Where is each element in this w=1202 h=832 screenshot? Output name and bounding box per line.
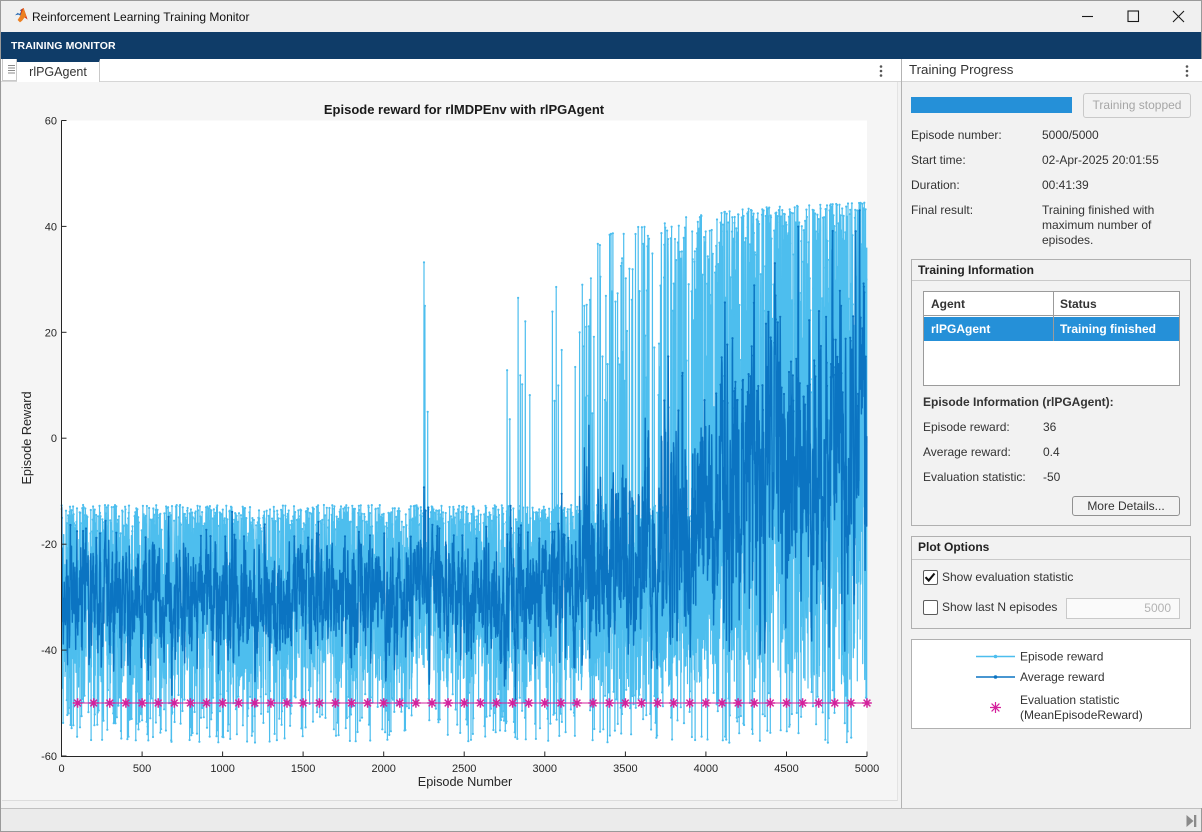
svg-text:Episode Number: Episode Number <box>418 775 513 789</box>
svg-text:-40: -40 <box>41 645 57 657</box>
svg-text:5000: 5000 <box>855 763 879 775</box>
svg-text:3500: 3500 <box>613 763 637 775</box>
svg-text:(MeanEpisodeReward): (MeanEpisodeReward) <box>1020 708 1143 722</box>
svg-text:40: 40 <box>45 221 57 233</box>
svg-text:-20: -20 <box>41 539 57 551</box>
svg-text:-60: -60 <box>41 751 57 763</box>
svg-text:Episode reward for rlMDPEnv wi: Episode reward for rlMDPEnv with rlPGAge… <box>324 102 605 117</box>
svg-text:2500: 2500 <box>452 763 476 775</box>
svg-text:4000: 4000 <box>694 763 718 775</box>
svg-text:Episode Reward: Episode Reward <box>20 391 34 484</box>
svg-text:Evaluation statistic: Evaluation statistic <box>1020 693 1119 707</box>
svg-text:0: 0 <box>51 433 57 445</box>
svg-text:1500: 1500 <box>291 763 315 775</box>
svg-text:60: 60 <box>45 116 57 128</box>
svg-text:3000: 3000 <box>533 763 557 775</box>
svg-text:Average reward: Average reward <box>1020 670 1105 684</box>
svg-text:20: 20 <box>45 327 57 339</box>
svg-text:Episode reward: Episode reward <box>1020 650 1103 664</box>
svg-text:1000: 1000 <box>210 763 234 775</box>
svg-text:500: 500 <box>133 763 151 775</box>
svg-text:4500: 4500 <box>774 763 798 775</box>
svg-text:0: 0 <box>58 763 64 775</box>
svg-text:2000: 2000 <box>371 763 395 775</box>
